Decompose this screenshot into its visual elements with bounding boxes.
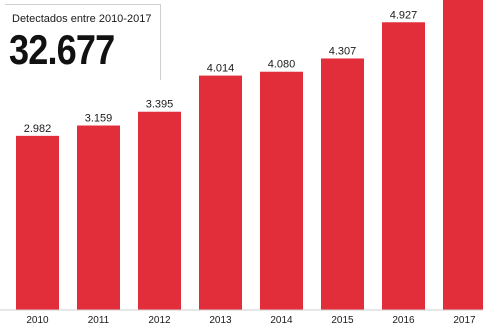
x-tick-label-2016: 2016	[392, 315, 415, 326]
callout-label: Detectados entre 2010-2017	[12, 13, 152, 25]
x-tick-labels-group: 2010 2011 2012 2013 2014 2015 2016 2017	[26, 315, 476, 326]
x-tick-label-2012: 2012	[148, 315, 171, 326]
value-label-2016: 4.927	[390, 9, 418, 21]
x-tick-label-2017: 2017	[453, 315, 476, 326]
value-label-2011: 3.159	[85, 113, 113, 125]
x-tick-label-2010: 2010	[26, 315, 49, 326]
bar-2016	[382, 22, 425, 310]
value-label-2012: 3.395	[146, 99, 174, 111]
bar-2015	[321, 58, 364, 311]
bar-2011	[77, 125, 120, 310]
value-label-2010: 2.982	[24, 123, 52, 135]
total-callout: Detectados entre 2010-2017 32.677	[5, 4, 161, 80]
value-label-2014: 4.080	[268, 59, 296, 71]
bars-group	[16, 0, 483, 311]
value-labels-group: 2.982 3.159 3.395 4.014 4.080 4.307 4.927	[24, 9, 418, 135]
bar-2014	[260, 71, 303, 310]
callout-total: 32.677	[9, 26, 115, 73]
value-label-2015: 4.307	[329, 45, 357, 57]
bar-2017	[443, 0, 483, 310]
x-tick-label-2014: 2014	[270, 315, 293, 326]
x-tick-label-2011: 2011	[88, 315, 110, 326]
bar-2013	[199, 75, 242, 310]
value-label-2013: 4.014	[207, 63, 235, 75]
bar-2010	[16, 135, 59, 310]
bar-2012	[138, 111, 181, 311]
x-tick-label-2015: 2015	[331, 315, 354, 326]
x-tick-label-2013: 2013	[209, 315, 232, 326]
